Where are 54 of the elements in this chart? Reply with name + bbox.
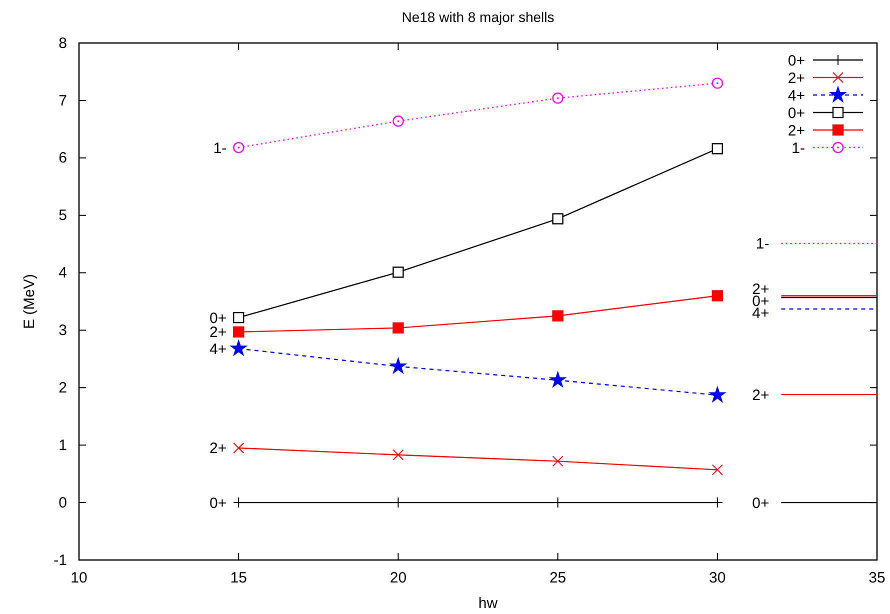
y-axis-title: E (MeV) <box>21 274 38 330</box>
chart-title: Ne18 with 8 major shells <box>402 9 554 25</box>
y-tick-label: 7 <box>58 92 67 110</box>
text: 2+ <box>209 324 227 342</box>
point <box>712 290 723 302</box>
legend-label: 4+ <box>788 87 806 104</box>
y-tick-label: 4 <box>58 264 67 282</box>
point <box>233 442 244 454</box>
x-tick-label: 35 <box>868 570 886 587</box>
point <box>233 312 244 324</box>
series-label: 1- <box>756 236 770 253</box>
legend-label: 0+ <box>788 104 806 122</box>
text: 0+ <box>209 494 227 512</box>
point <box>712 464 723 476</box>
x-tick-label: 10 <box>70 570 88 587</box>
y-tick-label: 1 <box>58 436 67 454</box>
point <box>392 322 404 334</box>
point <box>392 449 404 460</box>
series-label: 0+ <box>752 494 770 512</box>
x-tick-label: 30 <box>709 570 726 587</box>
y-tick-label: 2 <box>58 379 67 396</box>
legend-label: 0+ <box>788 52 806 70</box>
series-label: 2+ <box>752 386 770 404</box>
text: 2+ <box>209 440 227 458</box>
text: 1- <box>213 140 227 157</box>
point <box>392 116 404 127</box>
y-tick-label: -1 <box>54 552 67 569</box>
point <box>552 456 564 467</box>
legend-label: 2+ <box>788 122 806 140</box>
x-tick-label: 15 <box>230 570 247 587</box>
y-tick-label: 0 <box>58 494 67 512</box>
point <box>552 310 564 322</box>
point <box>233 142 244 154</box>
point <box>712 78 723 89</box>
y-tick-label: 5 <box>58 207 67 224</box>
y-tick-label: 8 <box>58 34 67 52</box>
point <box>550 372 566 388</box>
point <box>552 213 564 224</box>
y-tick-label: 3 <box>58 322 67 340</box>
point <box>709 386 726 402</box>
point <box>230 340 247 356</box>
x-tick-label: 25 <box>549 570 566 587</box>
point <box>712 143 723 154</box>
text: 0+ <box>209 310 227 327</box>
x-axis-title: hw <box>478 595 498 612</box>
text: 4+ <box>209 340 227 358</box>
point <box>233 326 244 338</box>
point <box>390 358 406 374</box>
legend-label: 1- <box>792 140 805 157</box>
point <box>392 266 404 278</box>
legend-label: 2+ <box>788 70 806 87</box>
x-tick-label: 20 <box>390 570 407 587</box>
y-tick-label: 6 <box>58 150 67 167</box>
point <box>552 92 564 104</box>
